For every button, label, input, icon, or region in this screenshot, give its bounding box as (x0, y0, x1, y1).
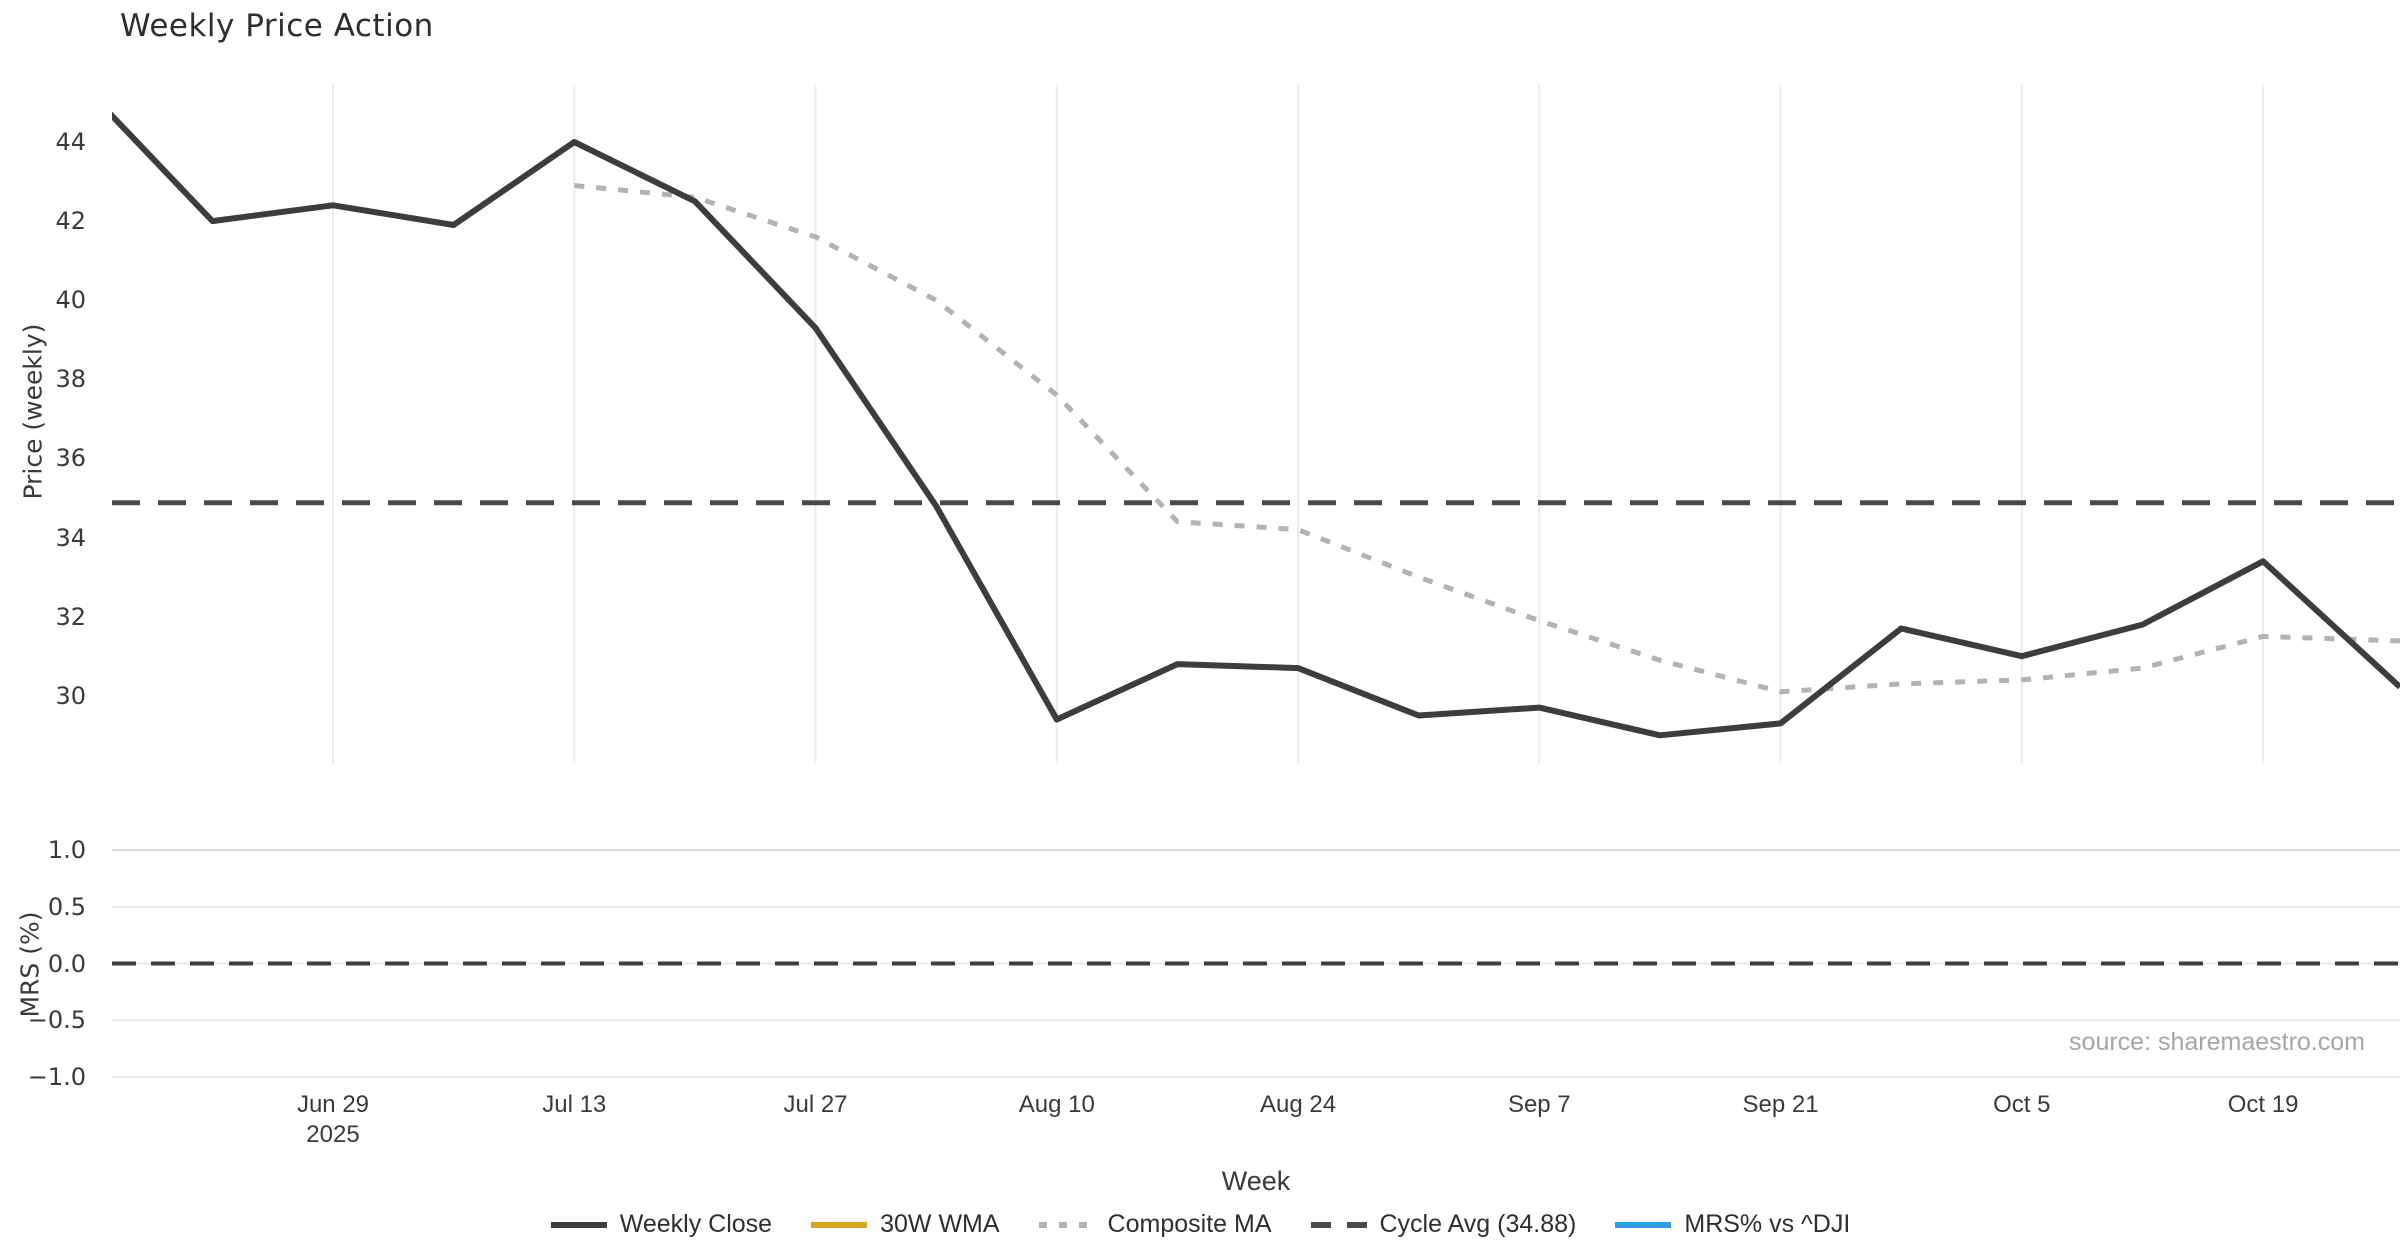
legend-label: 30W WMA (880, 1210, 1000, 1238)
week-tick-label: Jul 13 (542, 1091, 607, 1118)
mrs-tick-label: −1.0 (27, 1063, 86, 1092)
price-tick-label: 40 (55, 286, 86, 315)
week-tick-label: Jun 29 2025 (253, 1090, 413, 1150)
price-tick-label: 36 (55, 444, 86, 473)
week-tick-label: Jul 27 (783, 1091, 848, 1118)
week-tick-label: Sep 21 (1742, 1091, 1819, 1118)
price-tick-label: 34 (55, 523, 86, 552)
legend-item: Composite MA (1038, 1210, 1272, 1239)
week-tick-label: Aug 24 (1259, 1091, 1337, 1118)
week-tick-label: Sep 7 (1507, 1091, 1571, 1118)
price-tick-label: 44 (55, 127, 86, 156)
legend-swatch-solid-line-icon (811, 1221, 868, 1228)
week-tick-label: Oct 5 (1993, 1091, 2051, 1118)
legend-label: Composite MA (1107, 1210, 1272, 1238)
price-tick-label: 30 (55, 681, 86, 710)
mrs-tick-label: −0.5 (27, 1006, 86, 1035)
legend-item: 30W WMA (810, 1210, 1000, 1239)
week-tick-year: 2025 (306, 1121, 360, 1148)
price-tick-label: 38 (55, 365, 86, 394)
chart-legend: Weekly Close 30W WMA Composite MA Cycle Avg… (0, 1210, 2400, 1239)
legend-swatch-solid-line-icon (550, 1221, 607, 1228)
composite-ma-line (574, 183, 2400, 695)
chart-title: Weekly Price Action (120, 8, 434, 44)
mrs-tick-label: 0.5 (47, 892, 86, 921)
legend-item: Weekly Close (550, 1210, 772, 1239)
mrs-tick-label: 1.0 (47, 835, 86, 864)
week-tick-label: Aug 10 (1018, 1091, 1095, 1118)
legend-label: MRS% vs ^DJI (1684, 1210, 1851, 1238)
legend-item: Cycle Avg (34.88) (1310, 1210, 1577, 1239)
legend-item: MRS% vs ^DJI (1614, 1210, 1850, 1239)
price-tick-label: 32 (55, 602, 86, 631)
mrs-tick-label: 0.0 (47, 949, 86, 978)
week-tick-label: Oct 19 (2227, 1091, 2299, 1118)
legend-swatch-dotted-line-icon (1038, 1221, 1095, 1228)
source-attribution: source: sharemaestro.com (2069, 1028, 2365, 1056)
legend-swatch-solid-line-icon (1615, 1221, 1672, 1228)
week-axis-title: Week (1221, 1166, 1291, 1196)
legend-swatch-dashed-line-icon (1310, 1221, 1367, 1228)
legend-label: Weekly Close (619, 1210, 773, 1238)
weekly-close-line (112, 111, 2400, 739)
legend-label: Cycle Avg (34.88) (1379, 1210, 1577, 1238)
price-tick-label: 42 (55, 207, 86, 236)
